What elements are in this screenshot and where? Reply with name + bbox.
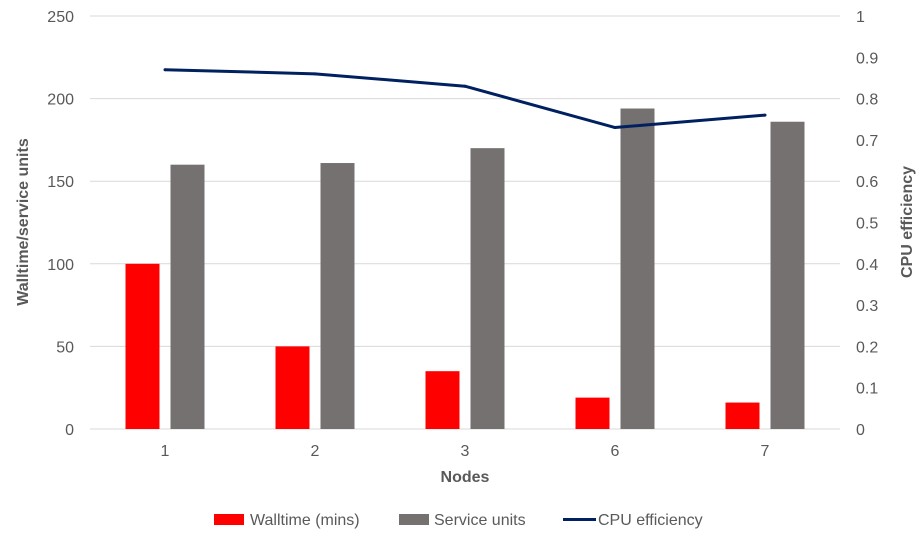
legend-swatch-service-units bbox=[399, 514, 429, 525]
point-cpu-efficiency bbox=[763, 113, 767, 117]
point-cpu-efficiency bbox=[613, 126, 617, 130]
bar-walltime-mins bbox=[725, 402, 760, 429]
x-axis-ticks: 1 2 3 6 7 bbox=[161, 443, 770, 460]
y-tick-label: 200 bbox=[47, 92, 74, 109]
bar-service-units bbox=[770, 121, 805, 429]
x-tick-label: 2 bbox=[311, 443, 320, 460]
right-axis-ticks: 0 0.1 0.2 0.3 0.4 0.5 0.6 0.7 0.8 0.9 1 bbox=[856, 9, 878, 439]
y2-tick-label: 0.8 bbox=[856, 92, 878, 109]
point-cpu-efficiency bbox=[313, 72, 317, 76]
legend: Walltime (mins) Service units CPU effici… bbox=[214, 512, 703, 529]
y2-tick-label: 0.1 bbox=[856, 381, 878, 398]
y-tick-label: 150 bbox=[47, 174, 74, 191]
legend-label-service-units: Service units bbox=[434, 512, 526, 529]
bar-walltime-mins bbox=[575, 397, 610, 429]
bar-walltime-mins bbox=[425, 371, 460, 429]
y2-tick-label: 0.2 bbox=[856, 339, 878, 356]
gridlines bbox=[90, 15, 840, 430]
bar-service-units bbox=[320, 163, 355, 429]
y2-tick-label: 0 bbox=[856, 422, 865, 439]
legend-label-walltime: Walltime (mins) bbox=[250, 512, 360, 529]
y-axis-title: Walltime/service units bbox=[15, 138, 32, 306]
legend-swatch-walltime bbox=[214, 514, 244, 525]
legend-label-cpu-efficiency: CPU efficiency bbox=[598, 512, 703, 529]
y-tick-label: 50 bbox=[56, 339, 74, 356]
y2-tick-label: 1 bbox=[856, 9, 865, 26]
y2-tick-label: 0.5 bbox=[856, 216, 878, 233]
x-tick-label: 1 bbox=[161, 443, 170, 460]
y-tick-label: 100 bbox=[47, 257, 74, 274]
y2-tick-label: 0.3 bbox=[856, 298, 878, 315]
bar-walltime-mins bbox=[275, 346, 310, 429]
x-tick-label: 6 bbox=[611, 443, 620, 460]
point-cpu-efficiency bbox=[163, 68, 167, 72]
bars bbox=[125, 108, 805, 430]
point-cpu-efficiency bbox=[463, 84, 467, 88]
bar-service-units bbox=[170, 164, 205, 429]
line-series bbox=[163, 68, 767, 130]
bar-walltime-mins bbox=[125, 263, 160, 429]
bar-service-units bbox=[470, 148, 505, 429]
y2-axis-title: CPU efficiency bbox=[899, 166, 916, 278]
y-tick-label: 0 bbox=[65, 422, 74, 439]
y2-tick-label: 0.6 bbox=[856, 174, 878, 191]
x-tick-label: 3 bbox=[461, 443, 470, 460]
bar-service-units bbox=[620, 108, 655, 430]
y2-tick-label: 0.9 bbox=[856, 50, 878, 67]
x-tick-label: 7 bbox=[761, 443, 770, 460]
x-axis-title: Nodes bbox=[441, 469, 490, 486]
left-axis-ticks: 0 50 100 150 200 250 bbox=[47, 9, 74, 439]
y-tick-label: 250 bbox=[47, 9, 74, 26]
y2-tick-label: 0.7 bbox=[856, 133, 878, 150]
y2-tick-label: 0.4 bbox=[856, 257, 878, 274]
